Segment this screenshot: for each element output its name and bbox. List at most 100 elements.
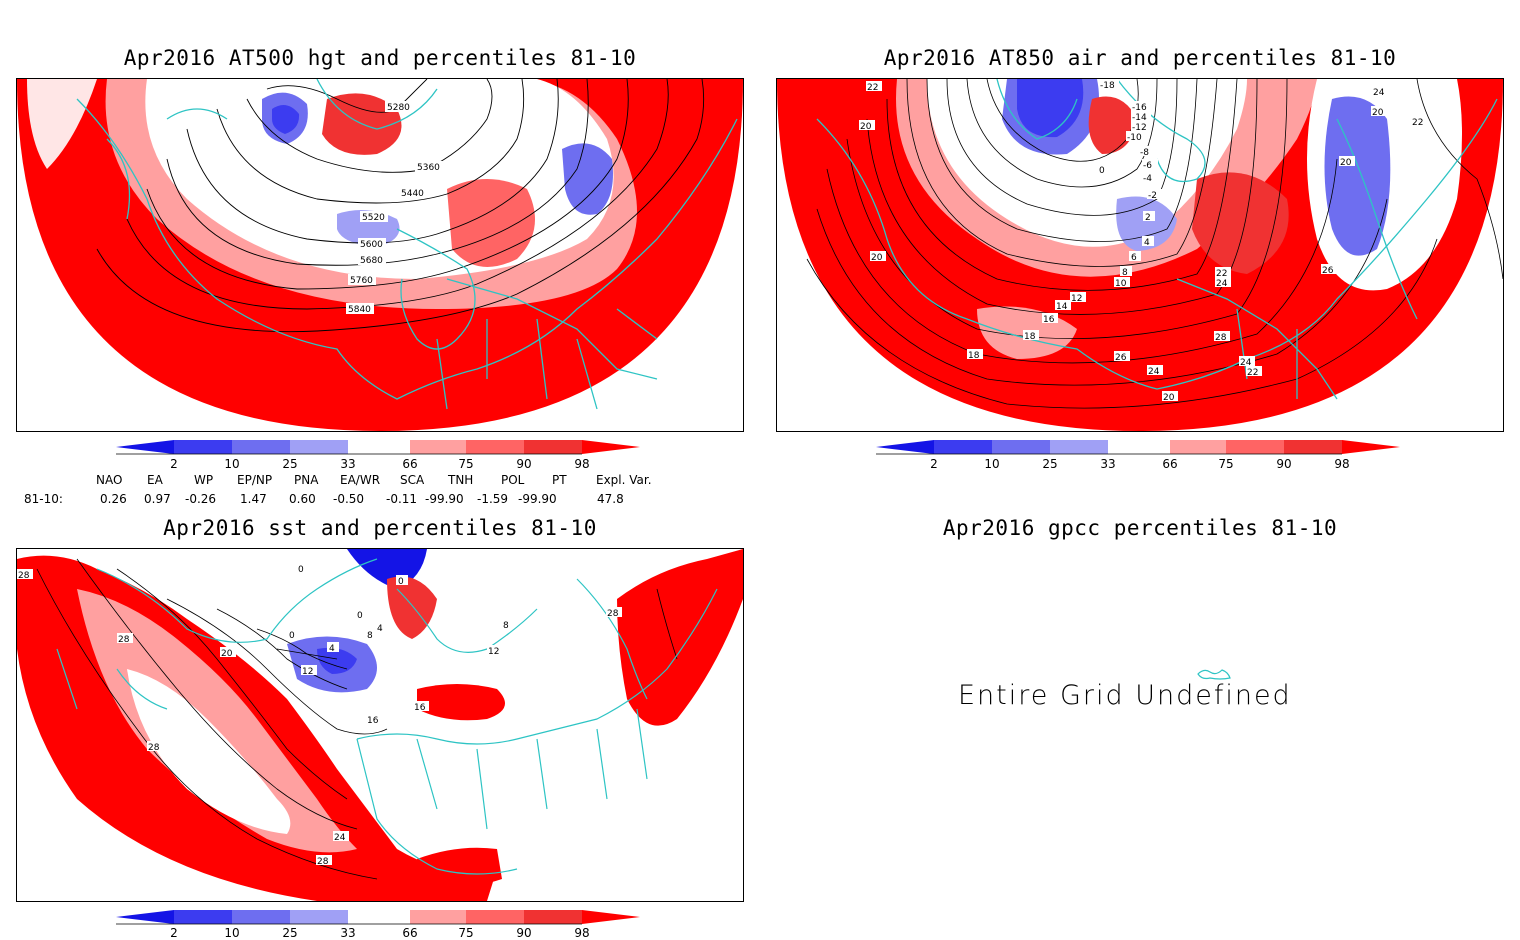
svg-text:0: 0 (398, 577, 404, 587)
cbar-seg-3 (290, 910, 348, 924)
svg-text:20: 20 (1340, 158, 1352, 168)
idx-header: EP/NP (237, 473, 273, 487)
svg-text:4: 4 (377, 624, 383, 634)
cbar-seg-3 (1050, 440, 1108, 454)
svg-text:24: 24 (1373, 88, 1385, 98)
svg-text:16: 16 (367, 716, 379, 726)
svg-text:28: 28 (18, 571, 30, 581)
panel-title-air: Apr2016 AT850 air and percentiles 81-10 (883, 46, 1397, 70)
idx-header: EA/WR (340, 473, 381, 487)
idx-header: POL (501, 473, 525, 487)
svg-text:10: 10 (984, 457, 999, 471)
cbar-seg-1 (174, 440, 232, 454)
idx-value: 0.60 (289, 492, 316, 506)
svg-text:18: 18 (968, 351, 980, 361)
colorbar-sst-svg: 2 10 25 33 66 75 90 98 (116, 910, 640, 940)
svg-text:5520: 5520 (362, 213, 385, 223)
idx-value: -1.59 (477, 492, 509, 506)
cbar-tick-labels: 2 10 25 33 66 75 90 98 (930, 457, 1349, 471)
svg-text:-6: -6 (1143, 161, 1152, 171)
svg-text:8: 8 (1122, 268, 1128, 278)
colorbar-hgt: 2 10 25 33 66 75 90 98 (116, 440, 646, 474)
svg-text:22: 22 (1247, 368, 1258, 378)
map-panel-hgt: 5280 5360 5440 5520 5600 5680 5760 5840 (16, 78, 744, 432)
cbar-seg-2 (232, 910, 290, 924)
svg-text:25: 25 (282, 457, 297, 471)
svg-text:24: 24 (1216, 279, 1228, 289)
idx-row-label: 81-10: (24, 492, 63, 506)
svg-text:-8: -8 (1140, 148, 1149, 158)
svg-text:5440: 5440 (401, 189, 424, 199)
air-contours (806, 79, 1503, 409)
svg-text:24: 24 (1240, 358, 1252, 368)
cbar-arrow-left (876, 440, 934, 454)
svg-text:28: 28 (1215, 333, 1227, 343)
svg-text:33: 33 (340, 457, 355, 471)
cbar-seg-7 (524, 910, 582, 924)
idx-header: WP (194, 473, 214, 487)
svg-text:0: 0 (357, 611, 363, 621)
hgt-map: 5280 5360 5440 5520 5600 5680 5760 5840 (17, 79, 743, 431)
svg-text:90: 90 (516, 457, 531, 471)
svg-text:26: 26 (1115, 353, 1127, 363)
map-panel-sst: 0 0 0 0 4 4 8 8 12 12 16 16 20 24 28 28 … (16, 548, 744, 902)
cbar-seg-6 (466, 910, 524, 924)
svg-text:5600: 5600 (360, 240, 383, 250)
svg-text:4: 4 (1144, 238, 1150, 248)
idx-value: -0.26 (185, 492, 217, 506)
svg-text:2: 2 (930, 457, 938, 471)
idx-header: PT (552, 473, 567, 487)
svg-text:2: 2 (170, 457, 178, 471)
idx-header: PNA (294, 473, 319, 487)
ocean-white-west (127, 669, 291, 834)
idx-value: -99.90 (425, 492, 464, 506)
sst-contour-labels: 0 0 0 0 4 4 8 8 12 12 16 16 20 24 28 28 … (17, 563, 622, 867)
svg-text:98: 98 (1334, 457, 1349, 471)
idx-value: 47.8 (597, 492, 624, 506)
svg-text:24: 24 (334, 833, 346, 843)
coastlines (56, 558, 718, 875)
idx-value: -99.90 (518, 492, 557, 506)
svg-text:-10: -10 (1127, 133, 1142, 143)
panel-title-gpcc: Apr2016 gpcc percentiles 81-10 (942, 516, 1338, 540)
svg-text:90: 90 (1276, 457, 1291, 471)
svg-text:20: 20 (860, 122, 872, 132)
svg-text:8: 8 (503, 621, 509, 631)
cbar-tick-labels: 2 10 25 33 66 75 90 98 (170, 457, 589, 471)
cbar-seg-4 (348, 910, 410, 924)
svg-text:25: 25 (1042, 457, 1057, 471)
cbar-arrow-left (116, 910, 174, 924)
svg-text:12: 12 (1071, 294, 1082, 304)
svg-text:20: 20 (871, 253, 883, 263)
svg-text:98: 98 (574, 457, 589, 471)
cbar-seg-3 (290, 440, 348, 454)
gpcc-stray-coast (1197, 669, 1231, 680)
cbar-seg-5 (410, 910, 466, 924)
svg-text:28: 28 (118, 635, 130, 645)
svg-text:5360: 5360 (417, 163, 440, 173)
svg-text:5840: 5840 (348, 305, 371, 315)
svg-text:20: 20 (1372, 108, 1384, 118)
hgt-contour-labels: 5280 5360 5440 5520 5600 5680 5760 5840 (346, 101, 443, 315)
idx-value: -0.50 (333, 492, 365, 506)
svg-text:24: 24 (1148, 367, 1160, 377)
cbar-arrow-right (582, 440, 640, 454)
svg-text:2: 2 (170, 926, 178, 940)
svg-text:0: 0 (298, 565, 304, 575)
med-red (417, 684, 505, 721)
idx-header: Expl. Var. (596, 473, 652, 487)
cbar-seg-7 (1284, 440, 1342, 454)
svg-text:-18: -18 (1100, 81, 1115, 91)
anomaly-red-patch-2 (1192, 172, 1289, 274)
sst-contours (36, 558, 678, 880)
sst-map: 0 0 0 0 4 4 8 8 12 12 16 16 20 24 28 28 … (17, 549, 743, 901)
cbar-seg-5 (410, 440, 466, 454)
cbar-arrow-right (1342, 440, 1400, 454)
hgt-contours (96, 79, 705, 333)
air-contour-labels: -18 -16 -14 -12 -10 -8 -6 -4 -2 0 2 4 6 … (859, 79, 1427, 403)
svg-text:66: 66 (402, 926, 417, 940)
svg-text:33: 33 (1100, 457, 1115, 471)
idx-header: SCA (400, 473, 425, 487)
panel-title-sst: Apr2016 sst and percentiles 81-10 (163, 516, 597, 540)
idx-value: 0.26 (100, 492, 127, 506)
